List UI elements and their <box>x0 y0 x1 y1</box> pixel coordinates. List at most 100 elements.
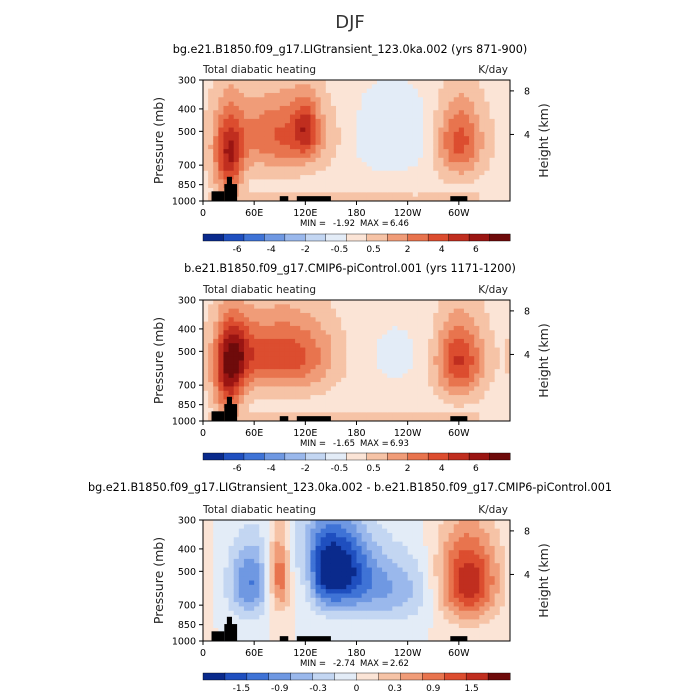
heatmap-cell <box>233 343 240 348</box>
heatmap-cell <box>402 149 409 154</box>
heatmap-cell <box>320 312 327 318</box>
heatmap-cell <box>474 153 480 159</box>
heatmap-cell <box>479 403 485 409</box>
heatmap-cell <box>494 114 501 120</box>
heatmap-cell <box>382 628 388 633</box>
heatmap-cell <box>376 610 383 616</box>
heatmap-cell <box>330 88 337 94</box>
heatmap-cell <box>228 330 235 335</box>
heatmap-cell <box>279 412 286 418</box>
heatmap-cell <box>397 80 403 85</box>
heatmap-cell <box>433 92 439 98</box>
heatmap-cell <box>300 558 306 564</box>
heatmap-cell <box>336 127 342 133</box>
heatmap-cell <box>494 183 501 189</box>
heatmap-cell <box>223 325 229 331</box>
heatmap-cell <box>208 520 214 525</box>
heatmap-cell <box>448 166 455 172</box>
heatmap-cell <box>387 92 393 98</box>
heatmap-cell <box>361 97 368 103</box>
heatmap-cell <box>269 615 276 620</box>
heatmap-cell <box>443 140 449 146</box>
heatmap-cell <box>453 584 460 590</box>
heatmap-cell <box>289 80 296 85</box>
heatmap-cell <box>443 84 449 90</box>
heatmap-cell <box>376 334 383 340</box>
heatmap-cell <box>218 114 224 120</box>
heatmap-cell <box>443 412 449 418</box>
heatmap-cell <box>218 356 224 361</box>
heatmap-cell <box>336 183 342 189</box>
heatmap-cell <box>423 541 429 547</box>
heatmap-cell <box>387 153 393 159</box>
heatmap-cell <box>469 131 475 137</box>
heatmap-cell <box>208 623 214 629</box>
heatmap-cell <box>203 395 209 400</box>
heatmap-cell <box>203 356 209 361</box>
heatmap-cell <box>269 571 276 577</box>
heatmap-cell <box>443 386 449 392</box>
heatmap-cell <box>412 192 419 198</box>
heatmap-cell <box>203 127 209 133</box>
heatmap-cell <box>269 628 276 633</box>
heatmap-cell <box>243 628 250 633</box>
heatmap-cell <box>428 412 434 418</box>
heatmap-cell <box>228 554 235 560</box>
colorbar-label: 0.5 <box>366 464 380 474</box>
heatmap-cell <box>295 563 301 568</box>
heatmap-cell <box>218 101 224 107</box>
heatmap-cell <box>397 558 403 564</box>
heatmap-cell <box>361 520 368 525</box>
heatmap-cell <box>284 567 291 573</box>
heatmap-cell <box>392 550 398 555</box>
heatmap-cell <box>443 390 449 396</box>
heatmap-cell <box>469 325 475 331</box>
heatmap-cell <box>213 408 219 413</box>
heatmap-cell <box>443 101 449 107</box>
heatmap-cell <box>243 593 250 599</box>
heatmap-cell <box>489 403 496 409</box>
heatmap-cell <box>366 192 373 198</box>
heatmap-cell <box>423 321 429 327</box>
heatmap-cell <box>489 166 496 172</box>
heatmap-cell <box>423 175 429 180</box>
heatmap-cell <box>463 382 470 387</box>
heatmap-cell <box>203 550 209 555</box>
heatmap-cell <box>489 101 496 107</box>
heatmap-cell <box>356 351 363 357</box>
heatmap-cell <box>361 615 368 620</box>
heatmap-cell <box>279 114 286 120</box>
heatmap-cell <box>504 110 511 115</box>
heatmap-cell <box>305 312 311 318</box>
heatmap-cell <box>392 101 398 107</box>
heatmap-cell <box>433 571 439 577</box>
heatmap-cell <box>218 157 224 163</box>
heatmap-cell <box>458 571 465 577</box>
heatmap-cell <box>223 390 229 396</box>
heatmap-cell <box>208 602 214 607</box>
heatmap-cell <box>208 347 214 353</box>
heatmap-cell <box>346 351 352 357</box>
heatmap-cell <box>325 550 332 555</box>
heatmap-cell <box>289 179 296 185</box>
heatmap-cell <box>376 325 383 331</box>
heatmap-cell <box>376 576 383 581</box>
heatmap-cell <box>402 192 409 198</box>
heatmap-cell <box>469 386 475 392</box>
heatmap-cell <box>218 153 224 159</box>
heatmap-cell <box>243 610 250 616</box>
heatmap-cell <box>489 114 496 120</box>
heatmap-cell <box>274 571 281 577</box>
heatmap-cell <box>448 369 455 374</box>
heatmap-cell <box>351 304 357 310</box>
heatmap-cell <box>484 373 490 379</box>
heatmap-cell <box>218 183 224 189</box>
heatmap-cell <box>279 338 286 344</box>
heatmap-cell <box>397 584 403 590</box>
heatmap-cell <box>489 334 496 340</box>
heatmap-cell <box>295 399 301 405</box>
heatmap-cell <box>300 118 306 124</box>
heatmap-cell <box>336 584 342 590</box>
heatmap-cell <box>274 623 281 629</box>
heatmap-cell <box>243 166 250 172</box>
